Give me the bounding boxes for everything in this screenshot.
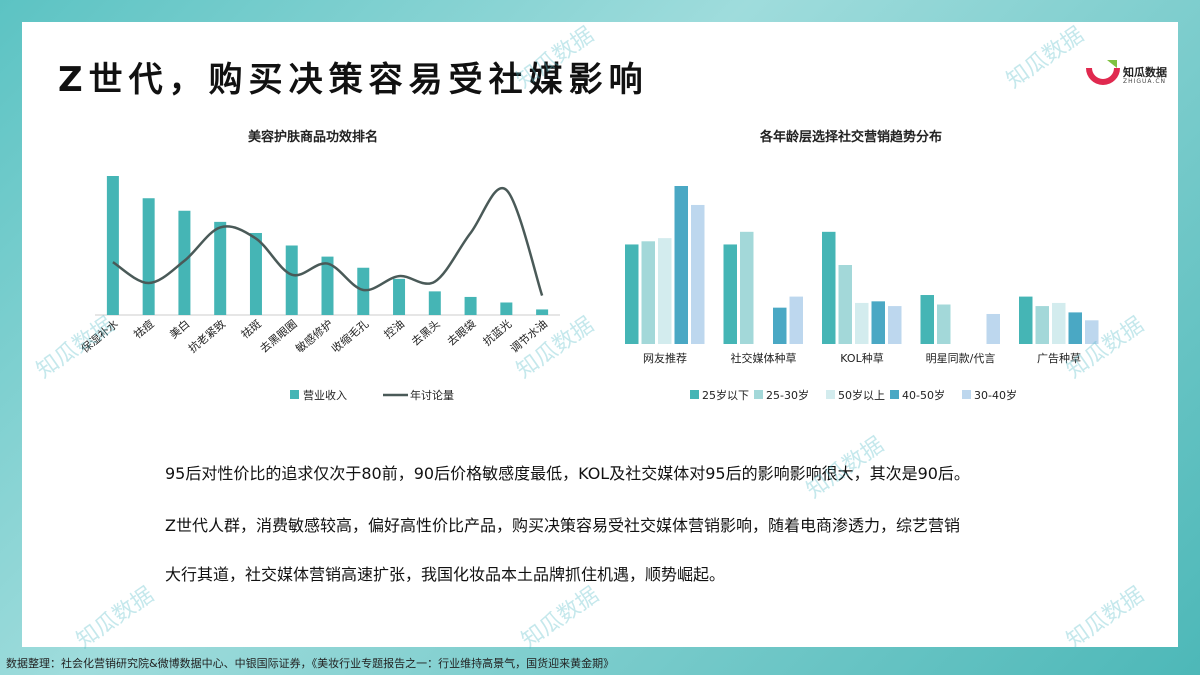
bar xyxy=(658,238,672,344)
bar xyxy=(789,296,803,344)
bar xyxy=(428,291,441,315)
bar xyxy=(393,278,406,315)
bar xyxy=(357,267,370,315)
bar xyxy=(1085,320,1099,344)
bar xyxy=(536,309,549,315)
x-tick-label: 去黑头 xyxy=(409,317,443,348)
legend-label: 40-50岁 xyxy=(902,388,945,402)
legend-swatch xyxy=(890,390,899,399)
legend-label: 25岁以下 xyxy=(702,388,749,402)
bar xyxy=(285,245,298,315)
legend-label: 营业收入 xyxy=(303,388,347,402)
x-tick-label: 网友推荐 xyxy=(643,351,687,365)
bar xyxy=(723,244,737,344)
legend-swatch xyxy=(690,390,699,399)
bar xyxy=(1068,312,1082,344)
x-tick-label: 去黑眼圈 xyxy=(258,317,300,355)
paragraph-1: 95后对性价比的追求仅次于80前，90后价格敏感度最低，KOL及社交媒体对95后… xyxy=(165,464,970,483)
x-tick-label: 保湿补水 xyxy=(78,317,121,356)
bar xyxy=(464,296,477,315)
logo-sub: ZHIGUA.CN xyxy=(1123,78,1167,85)
bar xyxy=(214,221,227,315)
line-series xyxy=(112,186,544,296)
slide-card xyxy=(22,22,1178,647)
bar xyxy=(106,176,119,315)
chart1-title: 美容护肤商品功效排名 xyxy=(248,130,379,145)
logo-icon xyxy=(1086,60,1120,85)
x-tick-label: 调节水油 xyxy=(507,317,550,356)
paragraph-2: Z世代人群，消费敏感较高，偏好高性价比产品，购买决策容易受社交媒体营销影响，随着… xyxy=(165,516,960,535)
bar xyxy=(822,231,836,344)
x-tick-label: 抗老紧致 xyxy=(185,317,228,356)
bar xyxy=(1019,296,1033,344)
bar xyxy=(1035,306,1049,344)
bar xyxy=(937,304,951,344)
x-tick-label: KOL种草 xyxy=(840,351,883,365)
source-footer: 数据整理：社会化营销研究院&微博数据中心、中银国际证券，《美妆行业专题报告之一：… xyxy=(6,657,615,670)
bar xyxy=(740,231,754,344)
legend-label: 年讨论量 xyxy=(410,388,454,402)
bar xyxy=(920,295,934,344)
bar xyxy=(674,186,688,344)
x-tick-label: 广告种草 xyxy=(1037,351,1081,365)
bar xyxy=(691,204,705,344)
x-tick-label: 控油 xyxy=(381,317,407,342)
legend-label: 30-40岁 xyxy=(974,388,1017,402)
logo: 知瓜数据 ZHIGUA.CN xyxy=(1085,56,1175,90)
bar xyxy=(986,313,1000,344)
bar xyxy=(249,232,262,315)
bar xyxy=(838,265,852,344)
bar xyxy=(773,307,787,344)
paragraph-3: 大行其道，社交媒体营销高速扩张，我国化妆品本土品牌抓住机遇，顺势崛起。 xyxy=(165,565,726,584)
bar xyxy=(142,198,155,315)
bar xyxy=(500,302,513,315)
bar xyxy=(321,256,334,315)
legend-label: 25-30岁 xyxy=(766,388,809,402)
x-tick-label: 祛斑 xyxy=(238,317,264,342)
x-tick-label: 祛痘 xyxy=(131,317,157,342)
bar xyxy=(871,301,885,344)
chart2-title: 各年龄层选择社交营销趋势分布 xyxy=(760,130,943,145)
bar xyxy=(1052,302,1066,344)
bar xyxy=(178,210,191,315)
bar xyxy=(641,241,655,344)
bar xyxy=(625,244,639,344)
legend-swatch xyxy=(962,390,971,399)
legend-label: 50岁以上 xyxy=(838,388,885,402)
x-tick-label: 去眼袋 xyxy=(444,317,478,349)
bar xyxy=(855,302,869,344)
legend-swatch xyxy=(754,390,763,399)
x-tick-label: 明星同款/代言 xyxy=(926,351,996,365)
x-tick-label: 美白 xyxy=(166,317,192,342)
x-tick-label: 敏感修护 xyxy=(293,317,336,356)
x-tick-label: 社交媒体种草 xyxy=(731,351,797,365)
legend-swatch xyxy=(826,390,835,399)
legend-swatch xyxy=(290,390,299,399)
page-title: Z世代，购买决策容易受社媒影响 xyxy=(58,60,649,100)
bar xyxy=(888,306,902,344)
logo-name: 知瓜数据 xyxy=(1123,66,1167,79)
x-tick-label: 收缩毛孔 xyxy=(328,317,371,356)
